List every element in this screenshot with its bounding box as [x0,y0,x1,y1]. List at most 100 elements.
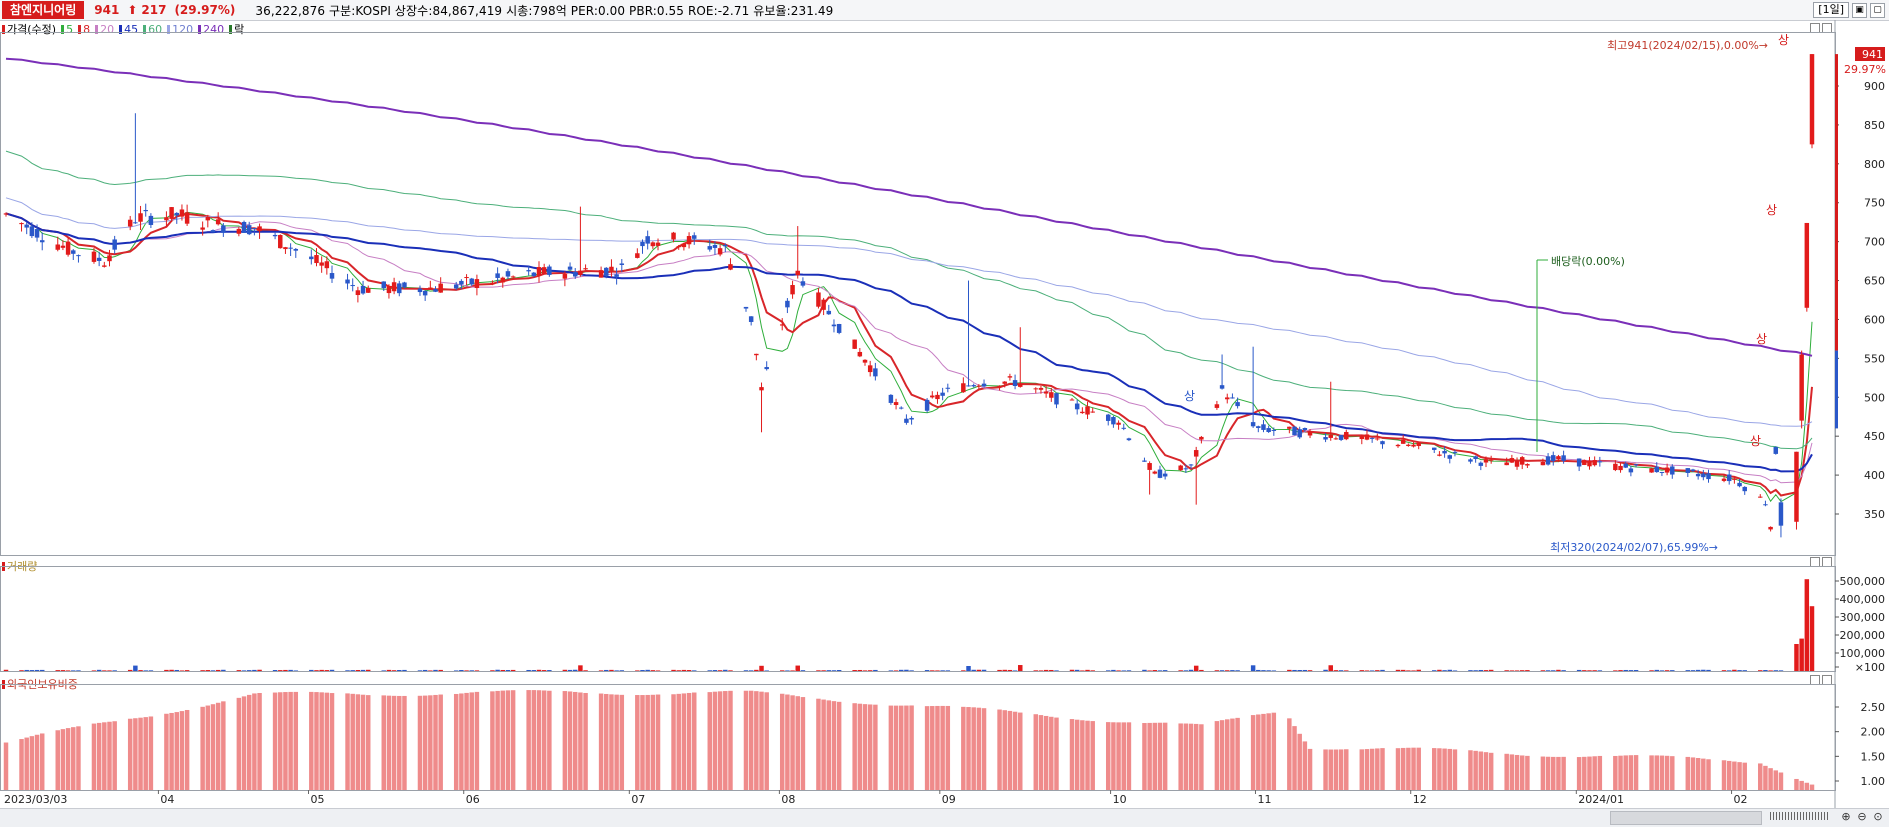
foreign-ratio-bar [329,693,335,790]
candle-body [1540,461,1546,466]
legend-ma-5[interactable]: 5 [61,23,73,36]
foreign-ratio-bar [635,695,640,790]
candle-body [1142,460,1147,462]
volume-bar [1292,669,1297,671]
legend-ma-label: 5 [66,22,74,36]
foreign-ratio-bar [1545,756,1551,790]
foreign-ratio-bar [1049,716,1054,790]
zoom-slider[interactable] [1770,812,1830,820]
zoom-in-icon[interactable]: ⊕ [1841,810,1851,823]
volume-bar [862,670,868,671]
candle-body [614,274,619,277]
volume-bar [1664,670,1670,671]
volume-bar [1116,670,1121,671]
candle-body [681,243,687,248]
volume-bar [572,669,578,671]
foreign-tick-label: 2.00 [1861,726,1886,739]
volume-bar [1328,665,1333,671]
zoom-out-icon[interactable]: ⊖ [1857,810,1867,823]
foreign-ratio-bar [1178,723,1183,790]
volume-bar [1478,669,1484,671]
foreign-ratio-bar [1002,710,1007,790]
candle-body [583,268,588,270]
legend-rak[interactable]: 락 [229,21,244,37]
foreign-ratio-bar [1592,756,1597,790]
candle-body [650,242,656,247]
candle-body [862,359,868,363]
foreign-ratio-bar [1359,749,1365,790]
candle-body [904,418,909,423]
candle-body [1090,411,1095,413]
ma-8-line [5,212,1813,497]
foreign-ratio-bar [650,694,656,790]
foreign-ratio-bar [169,712,174,790]
volume-bar [707,670,713,671]
period-selector[interactable]: [1일] [1813,2,1849,18]
volume-bar [1613,670,1618,671]
period-label: 1일 [1822,3,1840,16]
foreign-ratio-bar [510,690,516,790]
candle-body [1214,404,1220,408]
minimize-icon[interactable]: ▣ [1852,2,1867,18]
foreign-ratio-bar [386,695,392,790]
volume-bar [1509,670,1515,671]
candle-body [1633,464,1639,466]
volume-bar [609,669,614,671]
foreign-ratio-bar [614,694,619,790]
foreign-ratio-bar [1183,723,1189,790]
candle-body [1649,468,1654,473]
foreign-ratio-bar [1721,760,1727,790]
volume-bar [464,670,469,671]
foreign-ratio-bar [1214,721,1220,790]
foreign-ratio-bar [1147,722,1152,790]
candle-body [717,248,723,255]
candle-body [143,210,148,212]
volume-bar [754,669,759,671]
foreign-ratio-bar [60,729,66,790]
foreign-ratio-bar [1012,711,1018,790]
foreign-ratio-bar [1338,749,1344,790]
upper-limit-mark: 상 [1766,203,1777,217]
volume-bar [909,670,914,671]
volume-bar [236,670,242,671]
volume-bar [1473,670,1478,671]
candle-body [961,383,966,393]
stock-chart[interactable]: 900 850 800 750 700 650 600 550 500 450 400 350 500… [0,0,1889,808]
candle-body [469,278,474,285]
volume-bar [759,665,764,671]
candle-body [748,316,754,322]
volume-bar [635,670,640,671]
volume-bar [904,669,909,671]
candle-body [940,392,945,396]
volume-bar [598,670,604,671]
volume-bar [764,670,769,671]
volume-bar [1649,670,1654,671]
volume-bar [831,670,837,671]
legend-ma-8[interactable]: 8 [78,23,90,36]
candle-body [1473,456,1478,460]
stock-name[interactable]: 참엔지니어링 [2,1,85,19]
candle-body [1504,462,1509,466]
volume-bar [1442,670,1447,671]
volume-bar [1695,669,1701,671]
foreign-ratio-bar [1473,750,1478,790]
volume-bar [619,670,625,671]
foreign-ratio-bar [712,691,718,790]
foreign-ratio-bar [200,706,205,790]
foreign-ratio-bar [174,712,180,790]
restore-icon[interactable]: ▢ [1870,2,1885,18]
horizontal-scrollbar[interactable] [1610,811,1762,825]
zoom-reset-icon[interactable]: ⊙ [1873,810,1883,823]
price-tick-label: 550 [1864,352,1885,365]
foreign-ratio-bar [1519,755,1525,790]
candle-body [1468,459,1473,462]
volume-bar [386,669,392,671]
candle-body [1199,436,1204,440]
candle-body [210,230,216,233]
foreign-ratio-bar [381,695,386,790]
volume-bar [1338,670,1344,671]
candle-body [779,324,785,326]
foreign-ratio-bar [309,691,314,790]
volume-bar [836,670,842,671]
header-controls: [1일] ▣ ▢ [1813,2,1885,18]
